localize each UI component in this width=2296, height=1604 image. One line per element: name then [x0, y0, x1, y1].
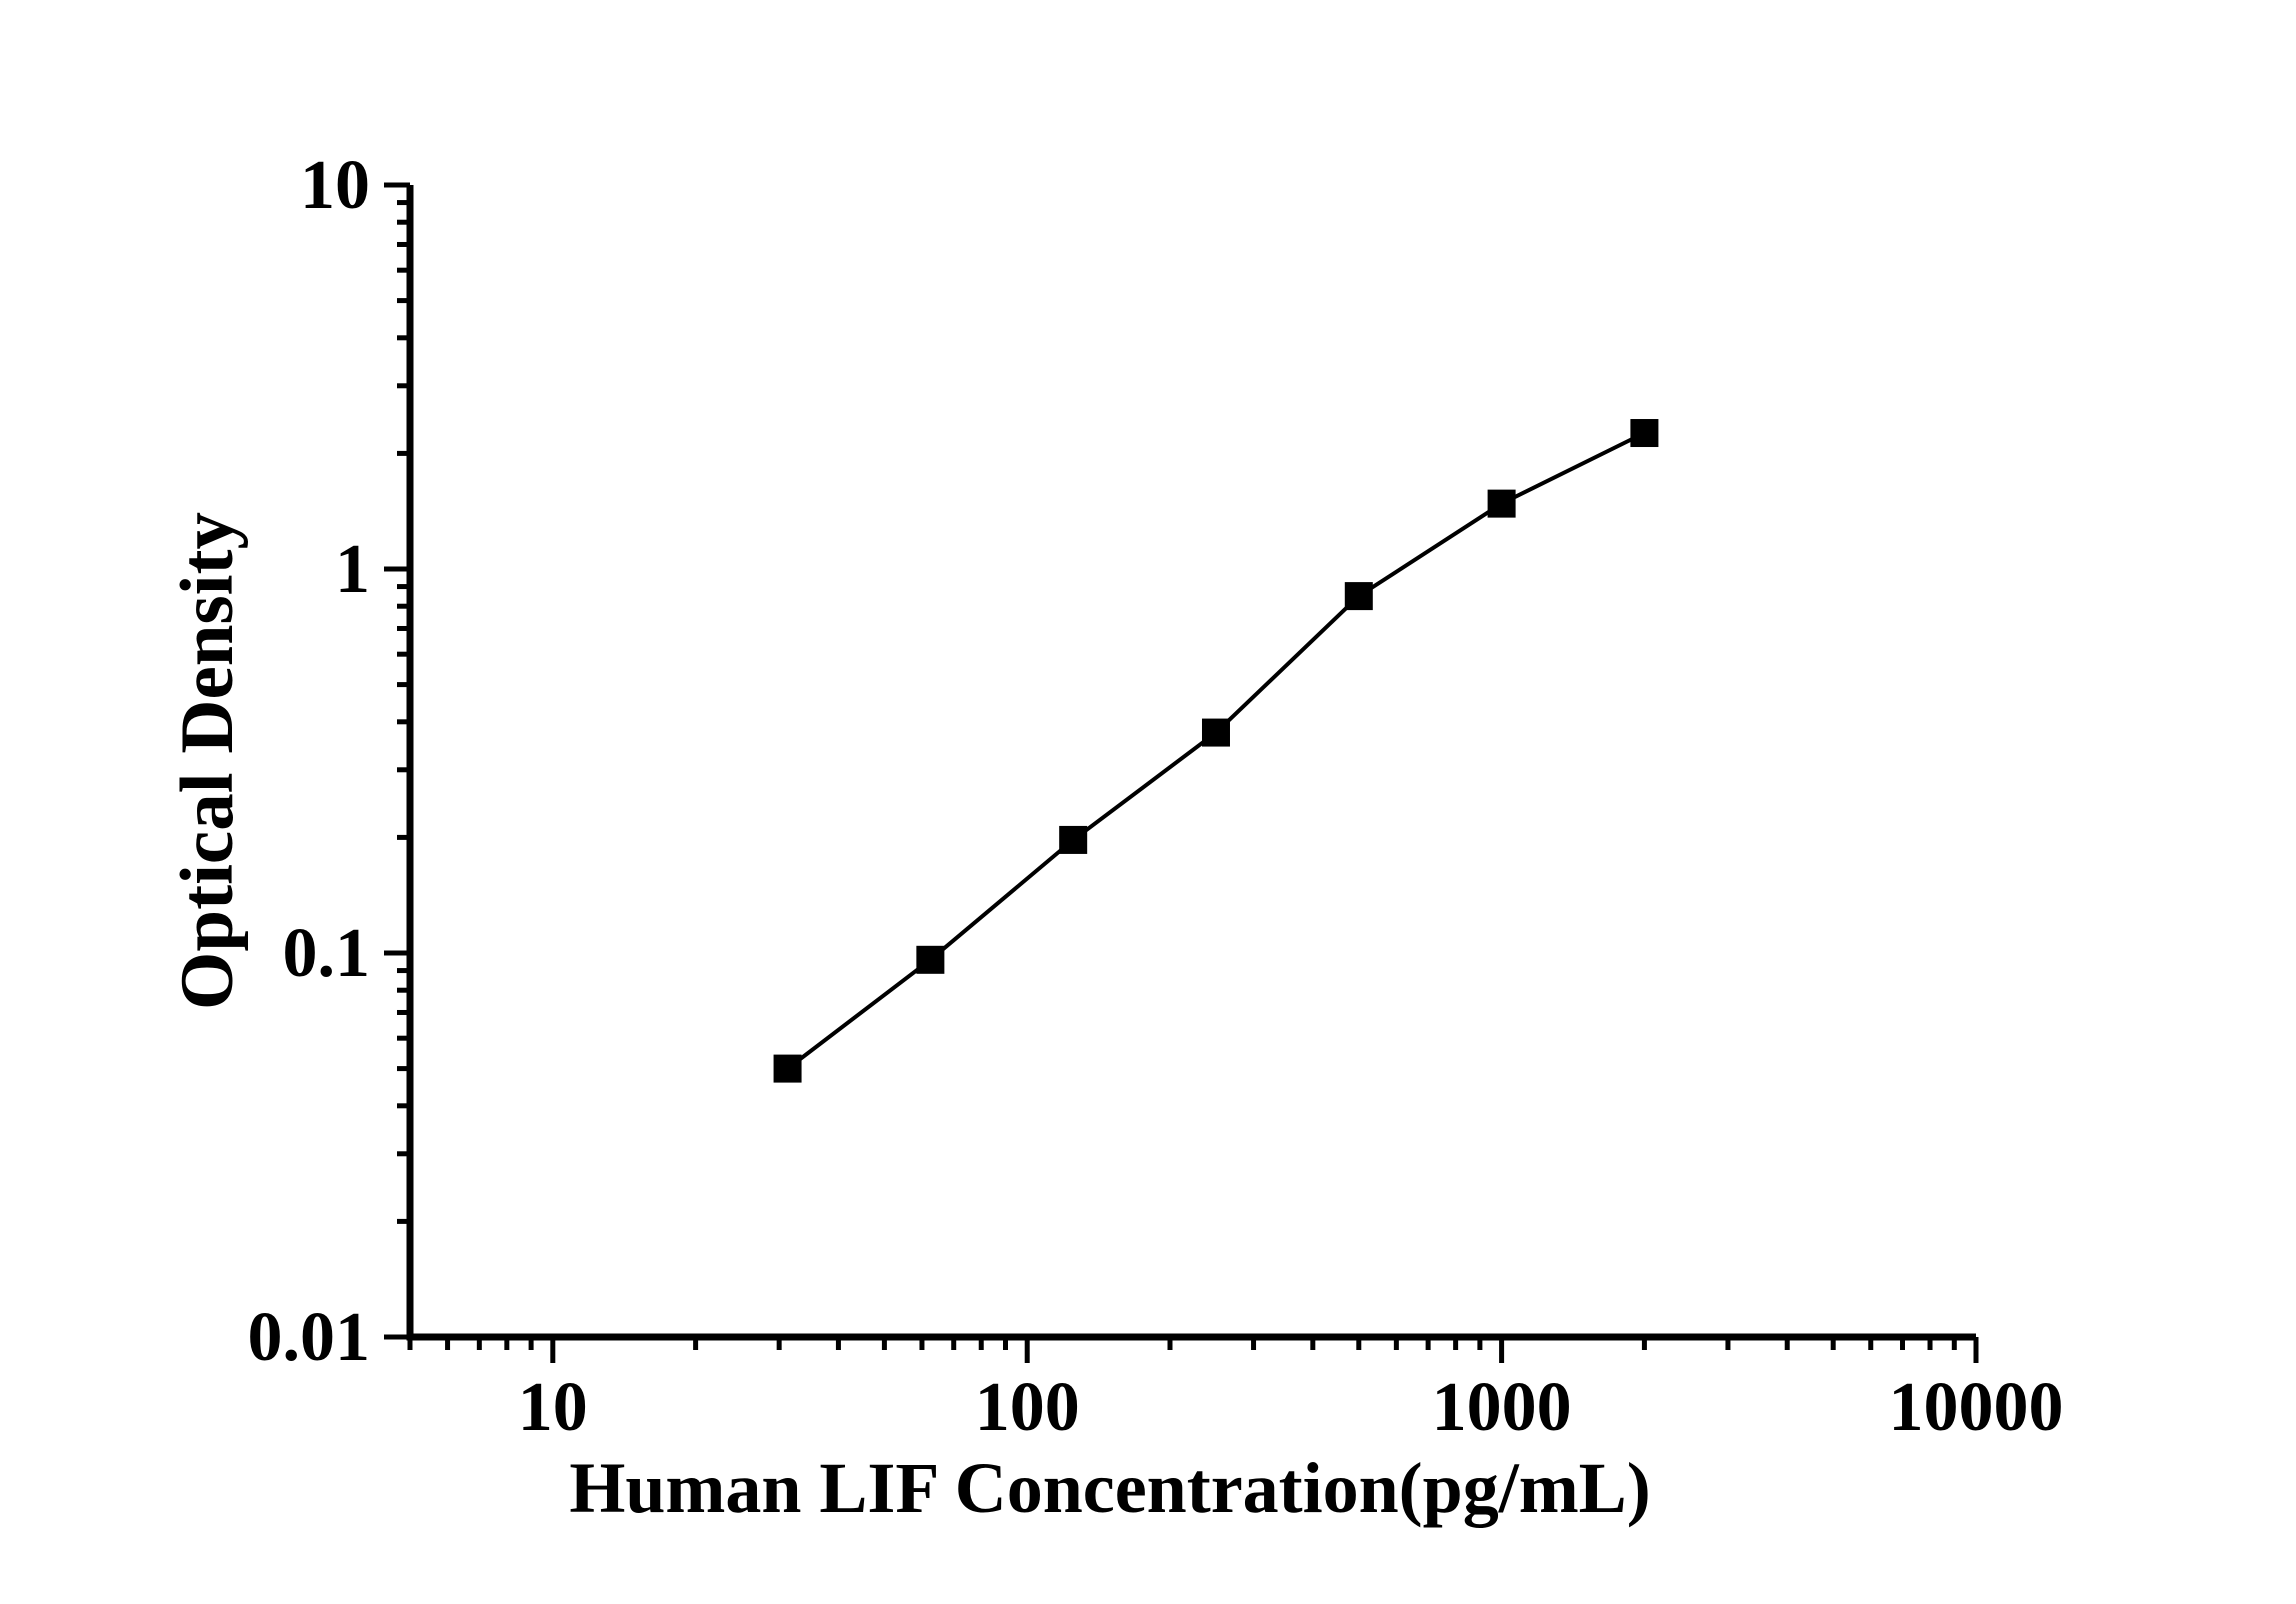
x-axis-title: Human LIF Concentration(pg/mL) — [569, 1448, 1650, 1528]
x-tick-label: 100 — [975, 1369, 1080, 1446]
x-tick-label: 10000 — [1889, 1369, 2064, 1446]
y-axis-title: Optical Density — [166, 512, 249, 1010]
axis-spine — [406, 185, 1976, 1341]
series-line — [786, 431, 1646, 1071]
y-tick-label: 10 — [300, 147, 370, 224]
data-point-marker — [916, 945, 945, 974]
data-point-marker — [1201, 718, 1230, 747]
data-point-marker — [1344, 582, 1373, 611]
y-tick-label: 0.01 — [248, 1299, 371, 1376]
data-point-marker — [1487, 489, 1516, 518]
y-tick-label: 0.1 — [283, 915, 371, 992]
data-point-marker — [1630, 419, 1659, 448]
y-tick-label: 1 — [335, 531, 370, 608]
data-point-marker — [1059, 825, 1088, 854]
x-tick-label: 10 — [518, 1369, 588, 1446]
data-point-marker — [773, 1054, 802, 1083]
x-tick-label: 1000 — [1432, 1369, 1572, 1446]
